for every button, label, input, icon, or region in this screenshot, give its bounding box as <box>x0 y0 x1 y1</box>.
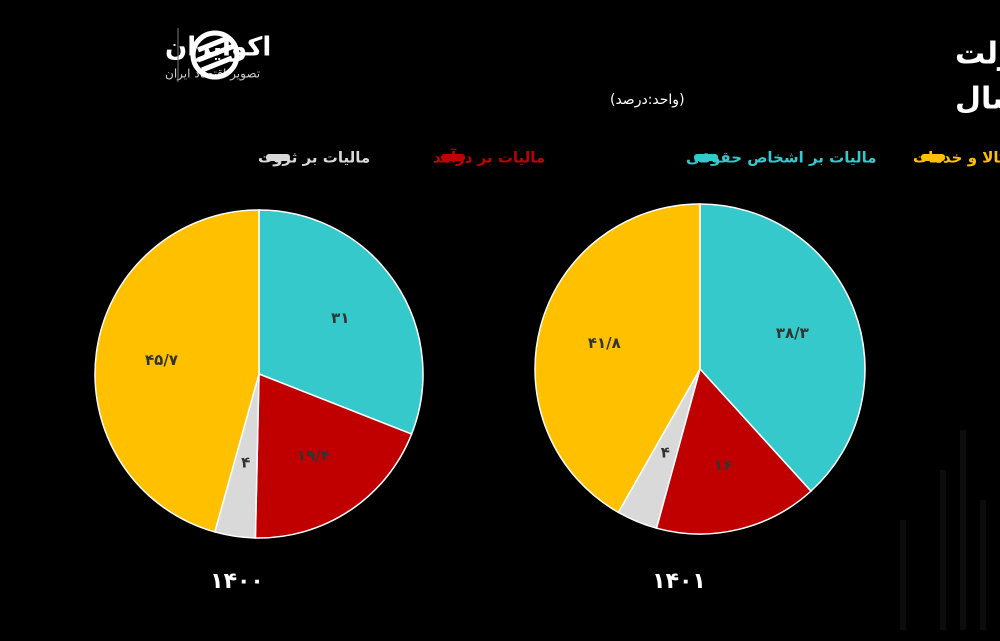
pie-slice <box>254 372 413 539</box>
chart-title: ۱۴۰۰ <box>210 569 264 594</box>
value-label: ۳۸/۳ <box>776 324 809 342</box>
legend-swatch <box>266 154 290 161</box>
pie-slice <box>258 209 424 436</box>
legend-label: مالیات بر اشخاص حقوقی <box>686 149 877 167</box>
tagline: تصویر اقتصاد ایران <box>165 67 260 82</box>
pie-slice <box>655 367 813 535</box>
unit: (واحد:درصد) <box>610 92 685 108</box>
legend-label: مالیات بر درآمد <box>433 149 545 167</box>
legend-swatch <box>921 154 945 161</box>
decoration <box>900 430 986 630</box>
value-label: ۴ <box>661 443 670 461</box>
value-label: ۴ <box>241 454 250 472</box>
title: در ۳ ماه نخست سال <box>955 82 1000 117</box>
legend-label: مالیات بر ثروت <box>258 149 370 167</box>
value-label: ۳۱ <box>331 309 349 327</box>
pie-slice <box>699 203 866 493</box>
logo: اکوایران <box>165 33 271 63</box>
chart-title: ۱۴۰۱ <box>652 569 706 594</box>
value-label: ۱۶ <box>714 456 732 474</box>
legend-swatch <box>694 154 718 161</box>
value-label: ۱۹/۴ <box>297 446 330 464</box>
legend-label: مالیات بر کالا و خدمات <box>913 149 1000 167</box>
value-label: ۴۵/۷ <box>145 351 178 369</box>
logo-mark <box>190 30 240 80</box>
legend-swatch <box>441 154 465 161</box>
pie-slice <box>94 209 260 533</box>
value-label: ۴۱/۸ <box>588 334 621 352</box>
pie-slice <box>534 203 701 514</box>
title: سهم انواع مالیات از درآمد مالیاتی دولت <box>955 35 1000 72</box>
